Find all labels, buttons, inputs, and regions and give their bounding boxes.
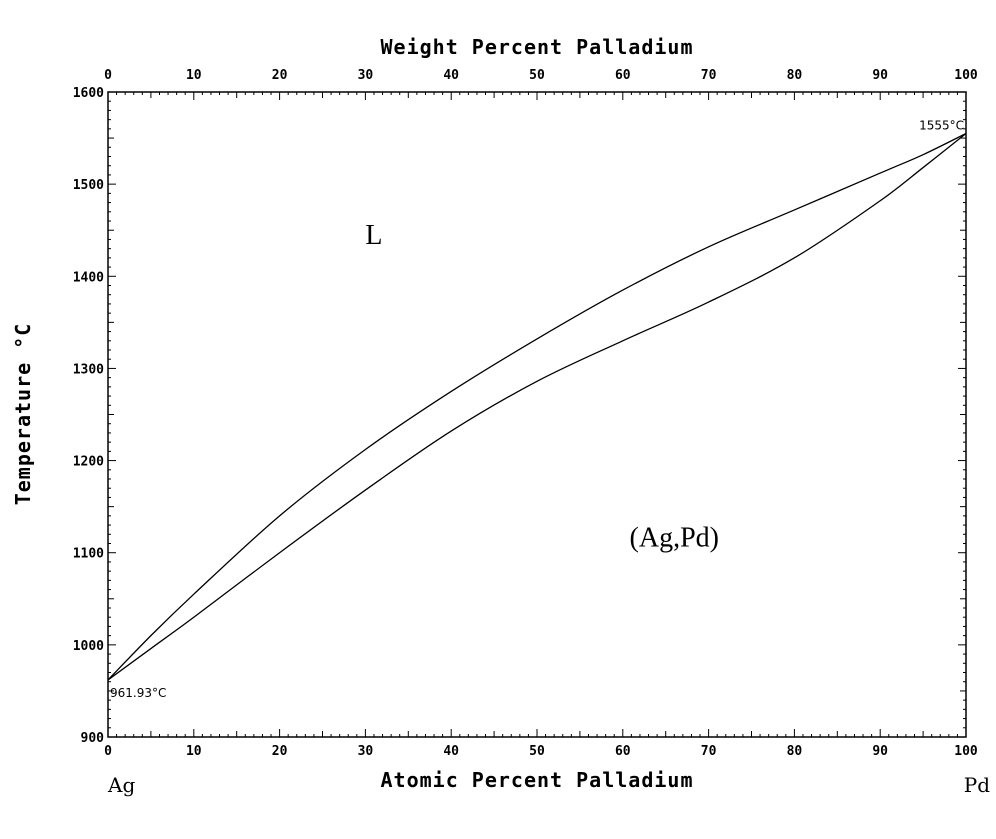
x-tick-label: 60 [615, 744, 631, 759]
x2-tick-label: 40 [443, 68, 459, 83]
x-tick-label: 90 [872, 744, 888, 759]
solidus-curve [107, 132, 967, 681]
y-tick-label: 900 [81, 731, 105, 746]
x-tick-label: 30 [358, 744, 374, 759]
y-tick-label: 1100 [73, 547, 104, 562]
phase-curves [107, 132, 967, 681]
x2-tick-label: 90 [872, 68, 888, 83]
ag-melting-point-label: 961.93°C [110, 686, 166, 700]
bottom-axis-title: Atomic Percent Palladium [381, 768, 694, 792]
element-label-left: Ag [107, 773, 135, 797]
point-annotations: 961.93°C 1555°C [110, 118, 964, 699]
element-label-right: Pd [964, 773, 990, 797]
x-tick-label: 50 [529, 744, 545, 759]
x2-tick-label: 50 [529, 68, 545, 83]
x2-tick-label: 10 [186, 68, 202, 83]
x2-tick-label: 20 [272, 68, 288, 83]
region-label: L [365, 220, 382, 251]
x-tick-label: 0 [104, 744, 112, 759]
x2-tick-label: 80 [787, 68, 803, 83]
y-tick-label: 1400 [73, 270, 104, 285]
region-labels: L (Ag,Pd) [365, 220, 719, 553]
x2-tick-label: 60 [615, 68, 631, 83]
plot-frame [107, 91, 967, 738]
y-axis-title: Temperature °C [11, 323, 35, 506]
x-tick-label: 10 [186, 744, 202, 759]
x2-tick-label: 70 [701, 68, 717, 83]
x2-tick-label: 100 [954, 68, 978, 83]
x-tick-label: 100 [954, 744, 978, 759]
y-tick-label: 1600 [73, 86, 104, 101]
x2-tick-label: 30 [358, 68, 374, 83]
x-tick-label: 80 [787, 744, 803, 759]
top-axis-title: Weight Percent Palladium [381, 35, 694, 59]
x2-tick-label: 0 [104, 68, 112, 83]
x-tick-label: 40 [443, 744, 459, 759]
x-tick-label: 70 [701, 744, 717, 759]
x-tick-label: 20 [272, 744, 288, 759]
pd-melting-point-label: 1555°C [919, 118, 964, 132]
y-tick-label: 1000 [73, 639, 104, 654]
y-tick-label: 1500 [73, 178, 104, 193]
tick-labels: 0 10 20 30 40 50 60 70 80 90 1000 10 20 30 40 50 60 70 80 9… [73, 68, 978, 759]
axis-ticks [107, 91, 967, 738]
y-tick-label: 1300 [73, 362, 104, 377]
liquidus-curve [107, 132, 967, 681]
y-tick-label: 1200 [73, 455, 104, 470]
region-label: (Ag,Pd) [630, 522, 719, 553]
